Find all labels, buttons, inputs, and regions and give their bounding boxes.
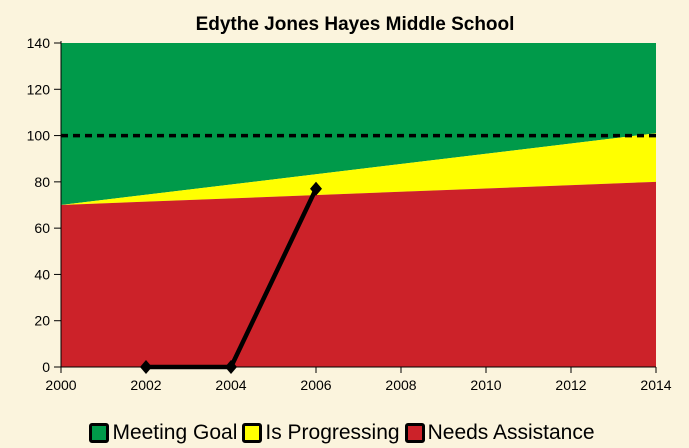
legend-swatch-is-progressing	[242, 422, 263, 443]
x-tick-label: 2006	[300, 377, 331, 393]
legend-label-needs-assistance: Needs Assistance	[427, 420, 595, 444]
band-is-progressing	[61, 133, 656, 205]
y-tick-label: 20	[34, 313, 50, 329]
chart: Edythe Jones Hayes Middle School 0 20 40 60…	[27, 14, 672, 393]
band-needs-assistance	[61, 181, 656, 367]
y-tick-label: 120	[27, 81, 51, 97]
legend-item-meeting-goal: Meeting Goal	[89, 421, 237, 445]
x-tick-label: 2012	[555, 377, 586, 393]
chart-title: Edythe Jones Hayes Middle School	[196, 14, 515, 35]
legend-label-is-progressing: Is Progressing	[265, 420, 400, 444]
y-tick-label: 60	[34, 220, 50, 236]
x-tick-label: 2000	[45, 377, 76, 393]
x-tick-label: 2004	[215, 377, 246, 393]
legend-swatch-meeting-goal	[89, 422, 110, 443]
legend-label-meeting-goal: Meeting Goal	[112, 420, 238, 444]
plot-area	[61, 43, 656, 374]
legend-item-is-progressing: Is Progressing	[242, 420, 400, 445]
data-point	[310, 181, 322, 196]
y-tick-label: 80	[34, 174, 50, 190]
y-tick-label: 0	[42, 359, 50, 375]
legend-item-needs-assistance: Needs Assistance	[404, 420, 595, 445]
legend-swatch-needs-assistance	[404, 422, 425, 443]
x-tick-label: 2002	[130, 377, 161, 393]
x-tick-label: 2008	[385, 377, 416, 393]
y-tick-label: 40	[34, 266, 50, 282]
y-tick-label: 140	[27, 35, 51, 51]
legend: Meeting Goal Is Progressing Needs Assist…	[0, 417, 689, 448]
x-tick-label: 2014	[640, 377, 671, 393]
x-tick-label: 2010	[470, 377, 501, 393]
band-meeting-goal	[61, 43, 656, 205]
axes: 0 20 40 60 80 100 120 140 2000 2002 2004 2006 2008 20…	[27, 35, 672, 393]
y-tick-label: 100	[27, 128, 51, 144]
